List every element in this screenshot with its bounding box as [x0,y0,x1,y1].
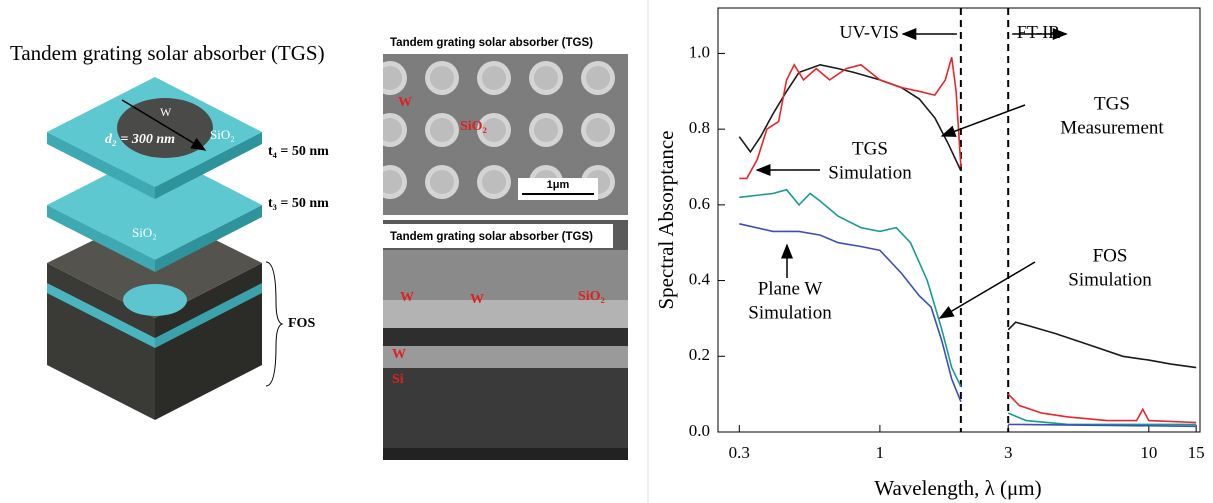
data-line [739,223,1197,428]
label: d₂ = 300 nm [105,132,175,147]
annotation: Measurement [1060,117,1164,138]
stack-diagram [47,77,284,420]
y-tick-label: 0.0 [689,421,710,440]
label: t₄ = 50 nm [268,144,329,159]
y-tick-label: 1.0 [689,42,710,61]
annotation: Plane W [758,278,823,299]
y-tick-label: 0.4 [689,269,711,288]
label: SiO₂ [210,127,235,142]
y-tick-label: 0.2 [689,345,710,364]
data-line [738,63,1197,369]
label: SiO₂ [460,119,487,134]
annotation: FOS [1093,245,1128,266]
annotation: Simulation [1068,269,1152,290]
annotation: Simulation [828,162,912,183]
label: t₃ = 50 nm [268,196,329,211]
annotation: Simulation [748,302,832,323]
label: W [392,347,406,362]
label: W [398,95,412,110]
region-label: UV-VIS [840,22,899,42]
data-line [739,56,1197,424]
diagram-title: Tandem grating solar absorber (TGS) [10,41,325,65]
y-axis-label: Spectral Absorptance [654,130,678,309]
annotation-arrow [938,261,1036,319]
label: W [400,290,414,305]
x-tick-label: 3 [1004,443,1013,462]
caption: Tandem grating solar absorber (TGS) [390,37,593,49]
label: FOS [288,316,315,331]
caption-box [383,224,613,248]
label: W [160,105,172,119]
x-axis-label: Wavelength, λ (μm) [874,476,1041,500]
caption-box [383,30,628,54]
x-tick-label: 0.3 [729,443,750,462]
x-tick-label: 10 [1140,443,1157,462]
caption: Tandem grating solar absorber (TGS) [390,231,593,243]
label: Si [392,372,404,387]
label: SiO₂ [132,225,157,240]
label: SiO₂ [578,289,605,304]
annotation: TGS [1094,93,1130,114]
y-tick-label: 0.6 [689,194,710,213]
annotation-arrow [940,104,1026,137]
x-tick-label: 1 [876,443,885,462]
plot-frame [717,7,1201,433]
x-tick-label: 15 [1188,443,1205,462]
region-label: FT-IR [1017,22,1060,42]
label: W [470,292,484,307]
scale-label: 1μm [547,179,570,191]
y-tick-label: 0.8 [689,118,710,137]
sem-image [383,220,628,460]
annotation: TGS [852,138,888,159]
data-line [739,188,1197,426]
